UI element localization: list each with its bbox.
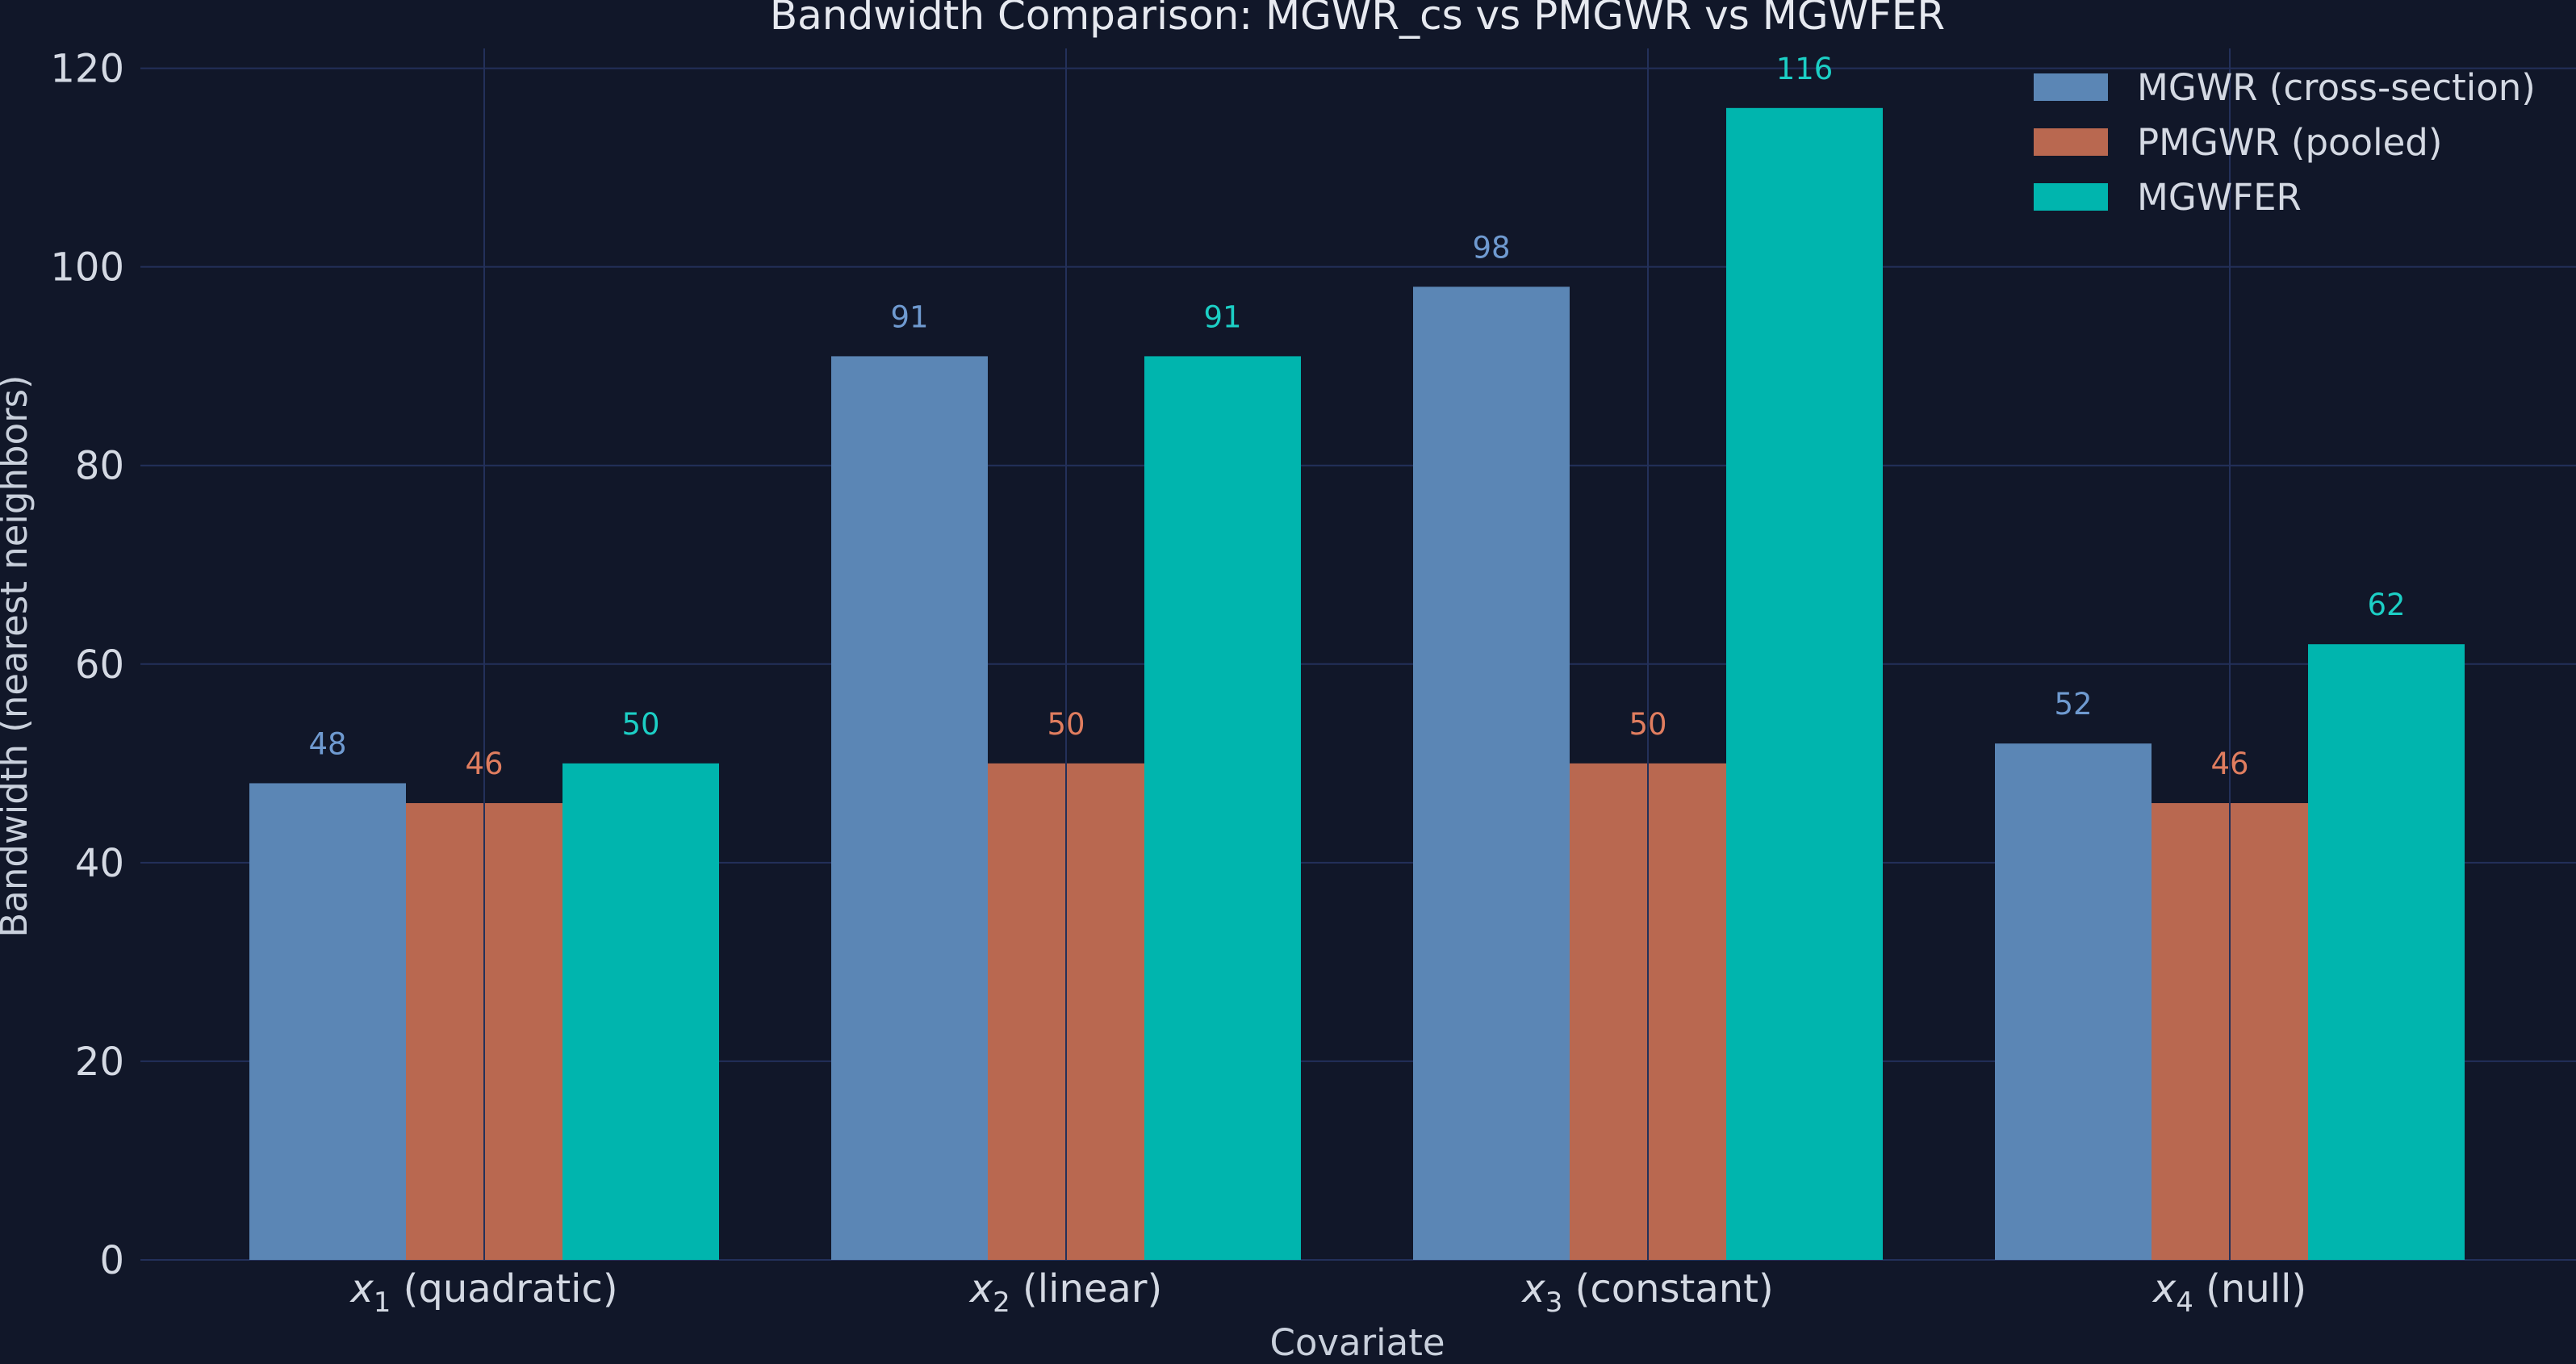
x-tick-sub: 3 — [1545, 1287, 1563, 1319]
legend-label: PMGWR (pooled) — [2137, 121, 2442, 164]
y-axis-label: Bandwidth (nearest neighbors) — [0, 374, 36, 937]
bar — [1726, 107, 1883, 1260]
x-tick-label: x3 (constant) — [1520, 1266, 1773, 1319]
x-tick-suffix: (null) — [2193, 1266, 2306, 1312]
value-label: 50 — [621, 707, 659, 742]
x-tick-var: x — [968, 1266, 993, 1312]
legend-swatch — [2034, 73, 2108, 101]
x-tick-var: x — [1520, 1266, 1545, 1312]
x-tick-label: x2 (linear) — [968, 1266, 1163, 1319]
bar — [249, 783, 406, 1260]
x-tick-var: x — [349, 1266, 374, 1312]
vertical-grid — [483, 48, 2231, 1260]
bar — [1413, 287, 1570, 1260]
y-tick-label: 120 — [50, 47, 124, 92]
legend-swatch — [2034, 183, 2108, 211]
value-label: 48 — [308, 726, 346, 761]
chart-title: Bandwidth Comparison: MGWR_cs vs PMGWR v… — [770, 0, 1945, 39]
legend-swatch — [2034, 128, 2108, 156]
bar — [1995, 743, 2152, 1260]
y-tick-label: 20 — [75, 1040, 124, 1085]
value-label: 98 — [1472, 230, 1510, 265]
legend-label: MGWR (cross-section) — [2137, 66, 2536, 109]
y-tick-label: 0 — [99, 1238, 124, 1283]
x-tick-sub: 4 — [2176, 1287, 2193, 1319]
x-tick-sub: 1 — [374, 1287, 391, 1319]
y-tick-labels: 0 20 40 60 80 100 120 — [50, 47, 124, 1283]
x-axis-label: Covariate — [1269, 1321, 1445, 1364]
x-tick-suffix: (quadratic) — [391, 1266, 617, 1312]
x-tick-suffix: (constant) — [1562, 1266, 1773, 1312]
value-label: 52 — [2054, 687, 2092, 722]
x-tick-suffix: (linear) — [1010, 1266, 1162, 1312]
bar — [562, 763, 719, 1260]
x-tick-var: x — [2152, 1266, 2177, 1312]
value-label: 91 — [1203, 299, 1241, 334]
y-tick-label: 40 — [75, 841, 124, 886]
x-tick-sub: 2 — [993, 1287, 1010, 1319]
bar — [831, 356, 988, 1261]
legend-label: MGWFER — [2137, 176, 2302, 219]
x-tick-label: x1 (quadratic) — [349, 1266, 617, 1319]
value-label: 116 — [1776, 52, 1834, 86]
value-label: 91 — [890, 299, 928, 334]
legend: MGWR (cross-section) PMGWR (pooled) MGWFER — [2034, 66, 2536, 219]
x-tick-label: x4 (null) — [2152, 1266, 2306, 1319]
y-tick-label: 60 — [75, 642, 124, 688]
value-label: 62 — [2367, 588, 2405, 622]
y-tick-label: 80 — [75, 444, 124, 489]
x-tick-labels: x1 (quadratic) x2 (linear) x3 (constant) x4… — [349, 1266, 2306, 1319]
bar — [1144, 356, 1301, 1261]
bars — [249, 107, 2465, 1261]
bar — [2308, 644, 2465, 1260]
y-tick-label: 100 — [50, 245, 124, 291]
